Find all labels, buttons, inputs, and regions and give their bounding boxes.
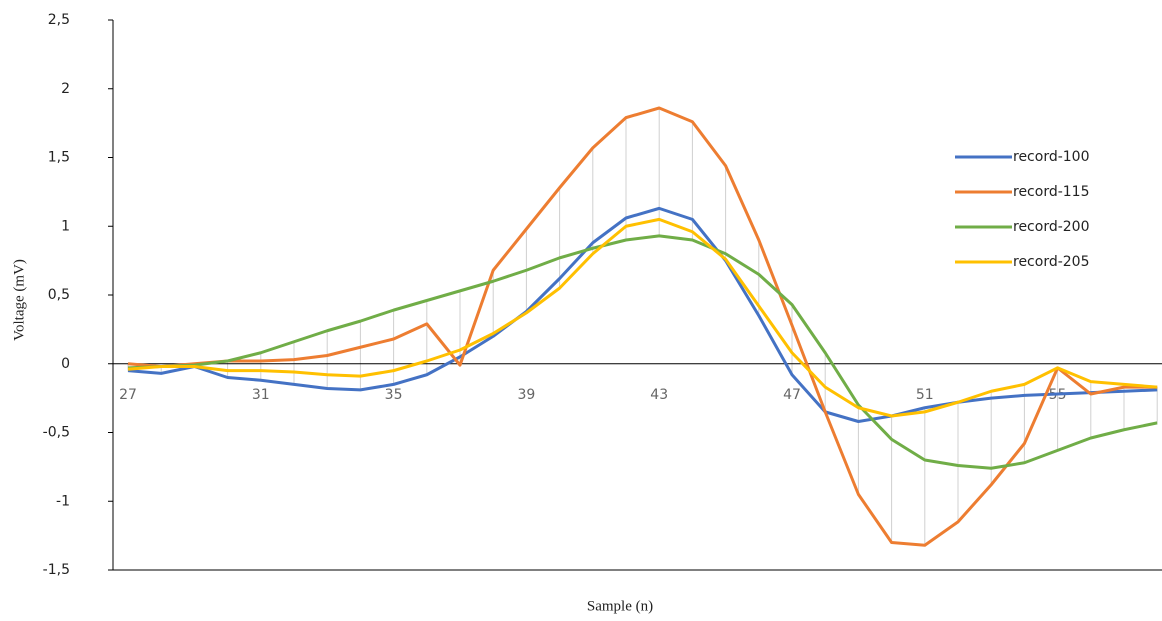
x-tick-label: 51 bbox=[916, 387, 934, 403]
legend-label: record-200 bbox=[1013, 219, 1090, 235]
x-tick-label: 39 bbox=[517, 387, 535, 403]
series-line bbox=[127, 206, 1158, 423]
x-tick-label: 35 bbox=[385, 387, 403, 403]
y-tick-label: -0,5 bbox=[43, 425, 70, 441]
y-tick-label: 2 bbox=[61, 81, 70, 97]
series-line bbox=[127, 217, 1158, 418]
legend-label: record-100 bbox=[1013, 149, 1090, 165]
y-tick-label: -1,5 bbox=[43, 562, 70, 578]
x-tick-label: 47 bbox=[783, 387, 801, 403]
x-axis-title: Sample (n) bbox=[587, 598, 653, 614]
x-tick-label: 43 bbox=[650, 387, 668, 403]
y-tick-label: 2,5 bbox=[48, 12, 70, 28]
x-tick-label: 31 bbox=[252, 387, 270, 403]
series-line bbox=[127, 234, 1158, 470]
series-line bbox=[127, 106, 1158, 547]
y-tick-label: 0,5 bbox=[48, 287, 70, 303]
y-tick-label: 1,5 bbox=[48, 150, 70, 166]
legend-label: record-115 bbox=[1013, 184, 1090, 200]
y-tick-label: -1 bbox=[56, 493, 70, 509]
y-tick-label: 1 bbox=[61, 218, 70, 234]
legend-label: record-205 bbox=[1013, 254, 1090, 270]
x-tick-label: 27 bbox=[119, 387, 137, 403]
y-axis-title: Voltage (mV) bbox=[11, 259, 27, 341]
y-tick-label: 0 bbox=[61, 356, 70, 372]
